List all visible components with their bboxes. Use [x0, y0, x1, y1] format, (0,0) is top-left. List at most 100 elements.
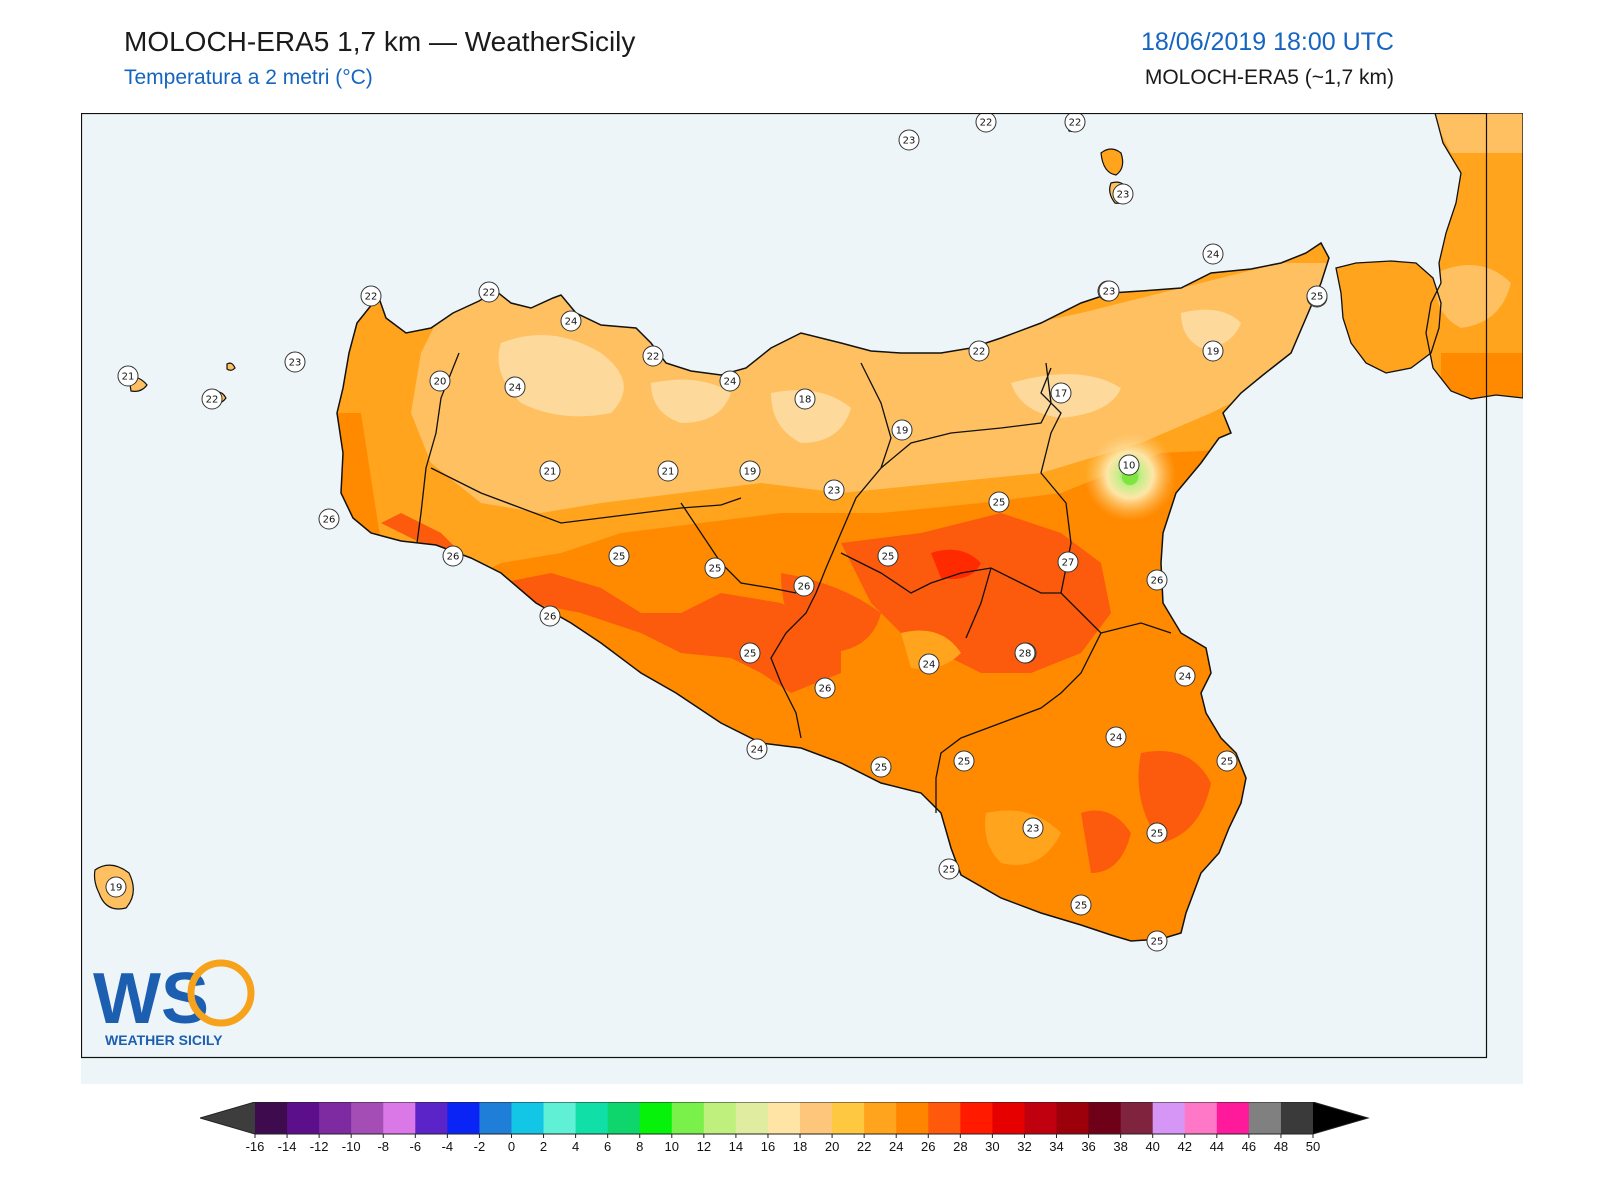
station-label: 21	[539, 460, 561, 482]
station-marker	[1105, 726, 1127, 748]
station-value: 24	[509, 383, 522, 394]
station-marker	[539, 460, 561, 482]
station-value: 21	[122, 372, 135, 383]
station-value: 23	[1117, 190, 1130, 201]
station-label: 25	[1146, 822, 1168, 844]
station-marker	[938, 858, 960, 880]
colorbar-swatch	[767, 1102, 801, 1134]
station-label: 25	[1146, 930, 1168, 952]
station-value: 25	[613, 552, 626, 563]
station-marker	[1070, 894, 1092, 916]
colorbar-tick-label: -2	[474, 1139, 486, 1154]
station-marker	[1202, 340, 1224, 362]
station-label: 25	[608, 545, 630, 567]
colorbar-tick-label: 18	[793, 1139, 807, 1154]
colorbar-tick-label: 40	[1145, 1139, 1159, 1154]
station-marker	[117, 365, 139, 387]
station-label: 23	[284, 351, 306, 373]
station-value: 26	[323, 515, 336, 526]
station-marker	[360, 285, 382, 307]
temperature-map: 23 22 22 23 24 22 22 24 25 23 22 21 22 20 24 22 24 18 17 19…	[81, 113, 1523, 1084]
colorbar-tick-label: 10	[665, 1139, 679, 1154]
station-value: 22	[365, 292, 378, 303]
colorbar-swatch	[351, 1102, 384, 1134]
colorbar-swatch	[864, 1102, 897, 1134]
colorbar-tick-label: 28	[953, 1139, 967, 1154]
station-value: 25	[875, 763, 888, 774]
colorbar-swatch	[447, 1102, 481, 1134]
station-label: 24	[1174, 665, 1196, 687]
station-marker	[794, 388, 816, 410]
colorbar-max-arrow	[1313, 1102, 1368, 1134]
station-label: 24	[1105, 726, 1127, 748]
station-marker	[719, 370, 741, 392]
station-value: 25	[958, 757, 971, 768]
station-label: 25	[1216, 750, 1238, 772]
station-marker	[1098, 280, 1120, 302]
station-label: 24	[918, 653, 940, 675]
station-value: 23	[1027, 824, 1040, 835]
station-marker	[608, 545, 630, 567]
station-marker	[1064, 113, 1086, 133]
colorbar-tick-label: 12	[697, 1139, 711, 1154]
station-marker	[1146, 569, 1168, 591]
colorbar-tick-label: 20	[825, 1139, 839, 1154]
colorbar-swatch	[319, 1102, 352, 1134]
station-label: 22	[642, 345, 664, 367]
station-value: 24	[1207, 250, 1220, 261]
station-label: 18	[794, 388, 816, 410]
colorbar-tick-label: 24	[889, 1139, 903, 1154]
weather-sicily-logo: WS WEATHER SICILY	[93, 959, 255, 1048]
station-label: 26	[814, 677, 836, 699]
station-value: 24	[1179, 672, 1192, 683]
station-label: 26	[318, 508, 340, 530]
station-marker	[988, 491, 1010, 513]
station-marker	[1306, 285, 1328, 307]
station-value: 22	[483, 288, 496, 299]
map-title: MOLOCH-ERA5 1,7 km — WeatherSicily	[124, 26, 636, 57]
station-marker	[814, 677, 836, 699]
colorbar-swatch	[479, 1102, 513, 1134]
station-label: 23	[1022, 817, 1044, 839]
station-value: 19	[1207, 347, 1220, 358]
station-value: 25	[1311, 292, 1324, 303]
station-value: 23	[1103, 287, 1116, 298]
station-value: 24	[923, 660, 936, 671]
station-value: 25	[882, 552, 895, 563]
station-value: 24	[751, 745, 764, 756]
station-value: 25	[1221, 757, 1234, 768]
station-label: 26	[793, 575, 815, 597]
station-labels: 23 22 22 23 24 22 22 24 25 23 22 21 22 20 24 22 24 18 17 19…	[105, 113, 1328, 952]
station-value: 18	[799, 395, 812, 406]
station-label: 22	[975, 113, 997, 133]
logo-text: WEATHER SICILY	[105, 1032, 223, 1048]
station-label: 26	[1146, 569, 1168, 591]
colorbar-tick-label: -6	[410, 1139, 422, 1154]
station-marker	[704, 557, 726, 579]
station-label: 17	[1050, 382, 1072, 404]
station-value: 23	[289, 358, 302, 369]
colorbar-swatch	[607, 1102, 641, 1134]
station-marker	[898, 129, 920, 151]
province-borders	[416, 352, 1172, 813]
station-value: 22	[980, 118, 993, 129]
colorbar-swatch	[639, 1102, 673, 1134]
station-label: 25	[953, 750, 975, 772]
station-marker	[891, 419, 913, 441]
station-marker	[1022, 817, 1044, 839]
colorbar-swatch	[1280, 1102, 1314, 1134]
colorbar-tick-label: 8	[636, 1139, 643, 1154]
station-value: 10	[1123, 461, 1136, 472]
station-label: 19	[105, 876, 127, 898]
station-marker	[504, 376, 526, 398]
colorbar-swatch	[1120, 1102, 1154, 1134]
station-value: 26	[798, 582, 811, 593]
map-frame	[81, 113, 1488, 1059]
station-value: 25	[1075, 901, 1088, 912]
colorbar-swatch	[896, 1102, 929, 1134]
station-label: 19	[1202, 340, 1224, 362]
station-marker	[953, 750, 975, 772]
station-value: 25	[943, 865, 956, 876]
station-marker	[1050, 382, 1072, 404]
station-value: 17	[1055, 389, 1068, 400]
